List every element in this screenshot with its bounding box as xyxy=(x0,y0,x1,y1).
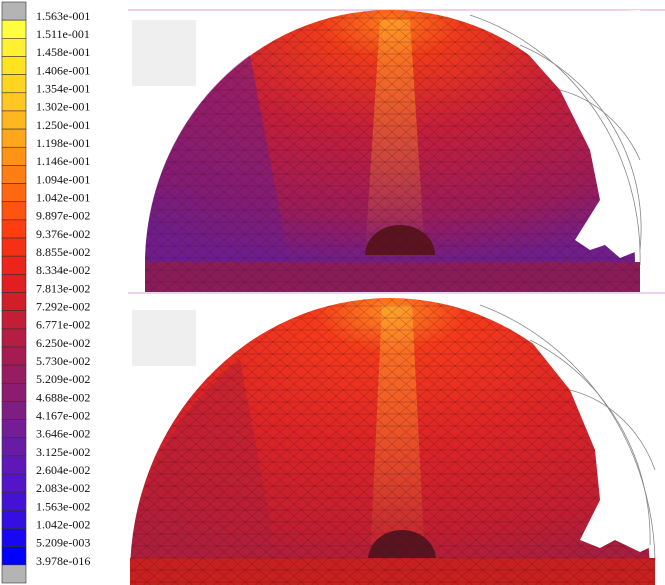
legend-label: 3.646e-002 xyxy=(36,427,90,441)
legend-swatch xyxy=(2,456,26,474)
legend-swatch xyxy=(2,420,26,438)
legend-swatch xyxy=(2,365,26,383)
legend-swatch xyxy=(2,438,26,456)
legend-label: 3.125e-002 xyxy=(36,445,90,459)
legend-swatch xyxy=(2,510,26,528)
legend-label: 1.302e-001 xyxy=(36,100,90,114)
legend-label: 1.146e-001 xyxy=(36,154,90,168)
legend-label: 5.209e-003 xyxy=(36,536,90,550)
legend-swatch xyxy=(2,220,26,238)
legend-swatch xyxy=(2,311,26,329)
legend-label: 4.688e-002 xyxy=(36,390,90,404)
legend-swatch xyxy=(2,165,26,183)
legend-label: 1.198e-001 xyxy=(36,136,90,150)
legend-label: 5.730e-002 xyxy=(36,354,90,368)
legend-swatch xyxy=(2,256,26,274)
legend-swatches xyxy=(2,2,26,583)
legend-swatch xyxy=(2,202,26,220)
legend-label: 6.771e-002 xyxy=(36,318,90,332)
legend-swatch xyxy=(2,274,26,292)
legend-swatch xyxy=(2,75,26,93)
legend-label: 1.406e-001 xyxy=(36,63,90,77)
legend-swatch xyxy=(2,38,26,56)
legend-label: 9.376e-002 xyxy=(36,227,90,241)
legend-label: 1.563e-001 xyxy=(36,9,90,23)
legend-label: 1.042e-002 xyxy=(36,517,90,531)
legend-swatch xyxy=(2,492,26,510)
legend-label: 2.604e-002 xyxy=(36,463,90,477)
legend-label: 3.978e-016 xyxy=(36,554,90,568)
legend-swatch xyxy=(2,2,26,20)
legend-swatch xyxy=(2,147,26,165)
legend-swatch xyxy=(2,565,26,583)
legend-label: 1.250e-001 xyxy=(36,118,90,132)
legend-swatch xyxy=(2,184,26,202)
bottom-panel xyxy=(130,298,655,585)
legend-swatch xyxy=(2,93,26,111)
legend-swatch xyxy=(2,401,26,419)
legend-label: 8.334e-002 xyxy=(36,263,90,277)
legend-label: 1.458e-001 xyxy=(36,45,90,59)
legend-swatch xyxy=(2,329,26,347)
legend-label: 1.511e-001 xyxy=(36,27,90,41)
legend-swatch xyxy=(2,20,26,38)
legend-label: 7.813e-002 xyxy=(36,281,90,295)
legend-swatch xyxy=(2,293,26,311)
legend-label: 9.897e-002 xyxy=(36,209,90,223)
legend-label: 8.855e-002 xyxy=(36,245,90,259)
legend-label: 1.042e-001 xyxy=(36,190,90,204)
legend-label: 1.354e-001 xyxy=(36,81,90,95)
legend-label: 7.292e-002 xyxy=(36,299,90,313)
legend-label: 2.083e-002 xyxy=(36,481,90,495)
legend-swatch xyxy=(2,529,26,547)
legend-swatch xyxy=(2,111,26,129)
legend-label: 6.250e-002 xyxy=(36,336,90,350)
legend-label: 1.094e-001 xyxy=(36,172,90,186)
legend-label: 1.563e-002 xyxy=(36,499,90,513)
top-panel xyxy=(128,10,665,293)
legend-swatch xyxy=(2,474,26,492)
legend-swatch xyxy=(2,547,26,565)
legend-swatch xyxy=(2,129,26,147)
legend-label: 5.209e-002 xyxy=(36,372,90,386)
legend-swatch xyxy=(2,383,26,401)
legend-swatch xyxy=(2,56,26,74)
legend-swatch xyxy=(2,347,26,365)
legend-label: 4.167e-002 xyxy=(36,408,90,422)
legend-labels: 1.563e-001 1.511e-001 1.458e-001 1.406e-001… xyxy=(36,9,90,568)
contour-view: 1.563e-001 1.511e-001 1.458e-001 1.406e-001… xyxy=(0,0,665,585)
legend-swatch xyxy=(2,238,26,256)
